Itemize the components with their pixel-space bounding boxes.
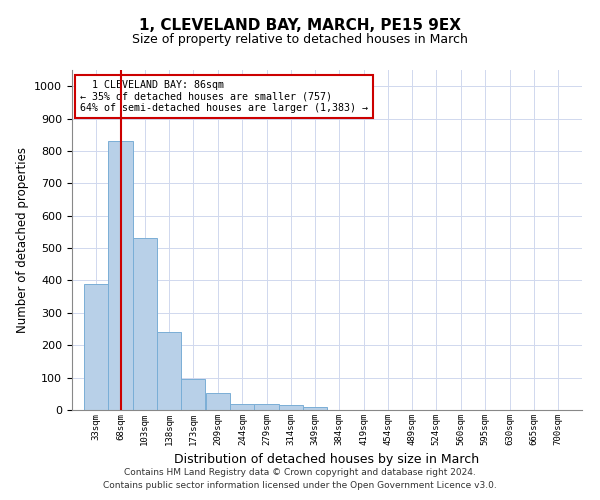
Bar xyxy=(206,393,230,410)
Text: 1 CLEVELAND BAY: 86sqm
← 35% of detached houses are smaller (757)
64% of semi-de: 1 CLEVELAND BAY: 86sqm ← 35% of detached… xyxy=(80,80,368,114)
Text: 1, CLEVELAND BAY, MARCH, PE15 9EX: 1, CLEVELAND BAY, MARCH, PE15 9EX xyxy=(139,18,461,32)
Bar xyxy=(133,238,157,410)
Bar xyxy=(181,379,205,410)
Text: Contains public sector information licensed under the Open Government Licence v3: Contains public sector information licen… xyxy=(103,480,497,490)
Bar xyxy=(84,284,109,410)
Text: Contains HM Land Registry data © Crown copyright and database right 2024.: Contains HM Land Registry data © Crown c… xyxy=(124,468,476,477)
X-axis label: Distribution of detached houses by size in March: Distribution of detached houses by size … xyxy=(175,454,479,466)
Bar xyxy=(230,404,254,410)
Bar xyxy=(109,141,133,410)
Bar xyxy=(303,407,327,410)
Bar xyxy=(254,404,279,410)
Text: Size of property relative to detached houses in March: Size of property relative to detached ho… xyxy=(132,32,468,46)
Bar xyxy=(279,405,303,410)
Bar xyxy=(157,332,181,410)
Y-axis label: Number of detached properties: Number of detached properties xyxy=(16,147,29,333)
